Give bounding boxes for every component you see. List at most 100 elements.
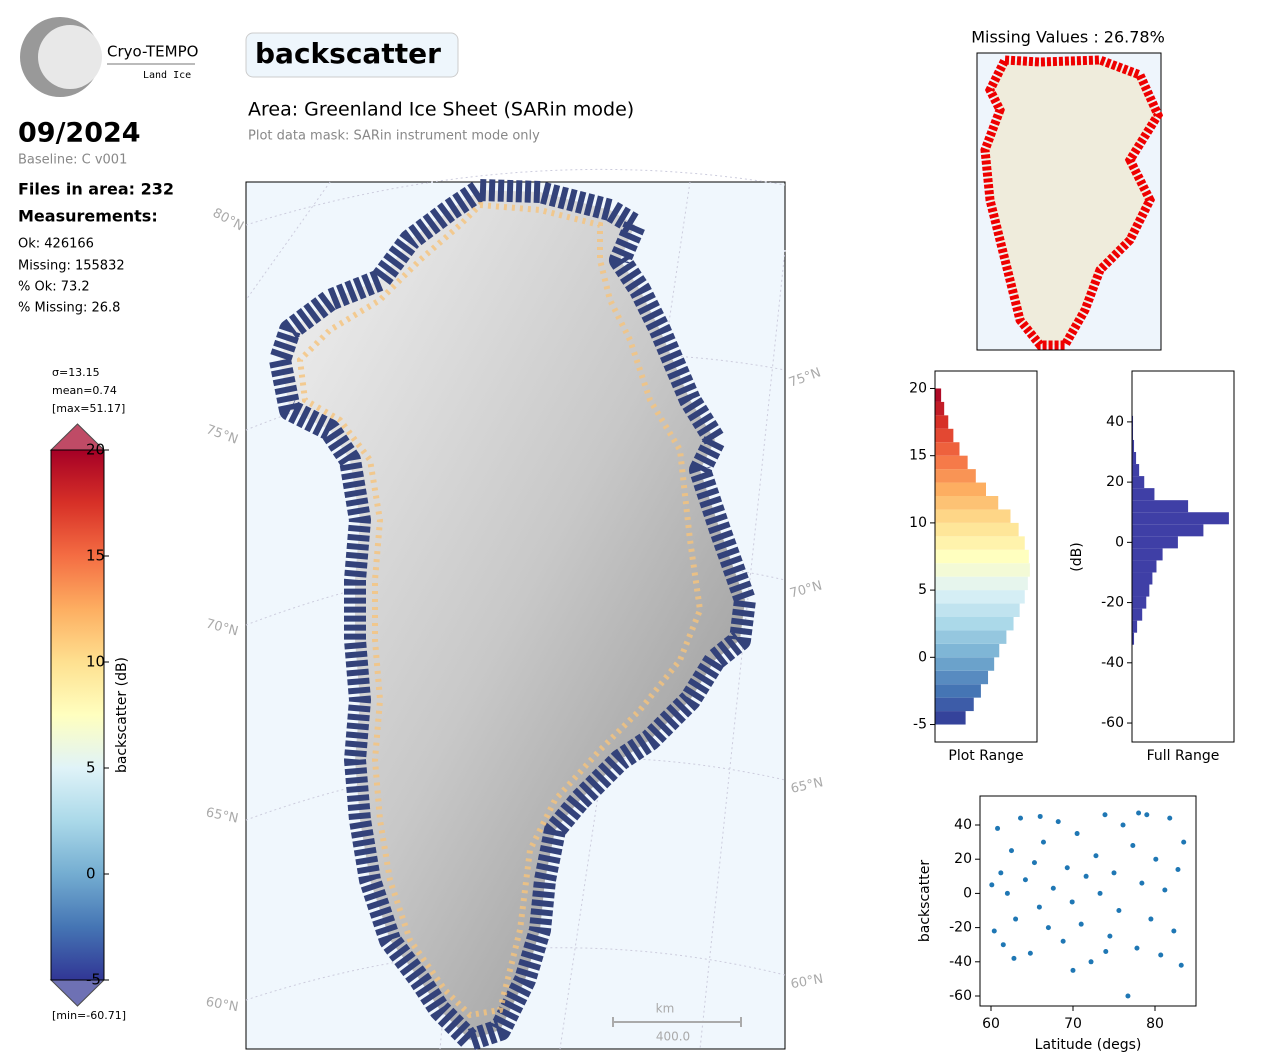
point <box>1008 848 1014 854</box>
hist-bar <box>1132 560 1157 573</box>
hist-bar <box>1132 524 1204 537</box>
hist-bar <box>935 455 968 470</box>
point <box>991 928 997 934</box>
point <box>1111 870 1117 876</box>
y-label: backscatter <box>917 860 933 942</box>
files: Files in area: 232 <box>18 180 174 199</box>
point <box>1130 843 1136 849</box>
hist-bar <box>1132 452 1137 465</box>
y-tick-label: 20 <box>954 851 972 867</box>
hist-bar <box>935 536 1025 550</box>
hist-bar <box>935 670 989 685</box>
point <box>1036 904 1042 910</box>
y-tick-label: 0 <box>1115 534 1124 550</box>
hist-bar <box>935 603 1020 617</box>
baseline: Baseline: C v001 <box>18 153 127 168</box>
point <box>1060 938 1066 944</box>
point <box>1018 815 1024 821</box>
x-tick-label: 70 <box>1064 1016 1082 1032</box>
lat-label: 60°N <box>790 972 825 992</box>
hist-bar <box>1132 500 1189 513</box>
lat-label: 60°N <box>205 995 240 1015</box>
x-tick-label: 80 <box>1146 1016 1164 1032</box>
y-tick-label: 40 <box>954 817 972 833</box>
lat-label: 70°N <box>204 617 240 640</box>
hist-bar <box>935 563 1030 577</box>
colorbar-min: [min=-60.71] <box>52 1009 126 1022</box>
hist-bar <box>935 496 999 510</box>
y-tick-label: 10 <box>909 515 927 531</box>
hist-bar <box>1132 596 1147 609</box>
hist-bar <box>1132 476 1145 489</box>
point <box>1093 853 1099 859</box>
y-tick-label: -20 <box>949 920 972 936</box>
hist-bar <box>935 522 1019 537</box>
y-tick-label: 0 <box>918 649 927 665</box>
info-line: Ok: 426166 <box>18 237 94 252</box>
point <box>1120 822 1126 828</box>
y-tick-label: 20 <box>86 441 105 459</box>
point <box>1103 949 1109 955</box>
logo-subtitle: Land Ice <box>143 70 191 81</box>
point <box>1069 899 1075 905</box>
point <box>1027 950 1033 956</box>
hist-bar <box>935 388 942 402</box>
y-tick-label: -5 <box>86 971 101 989</box>
point <box>1064 865 1070 871</box>
scale-length: 400.0 <box>656 1030 690 1044</box>
point <box>1031 860 1037 866</box>
point <box>1158 952 1164 958</box>
info-line: % Ok: 73.2 <box>18 280 90 295</box>
point <box>1171 928 1177 934</box>
logo-title: Cryo-TEMPO <box>107 43 198 61</box>
point <box>1134 945 1140 951</box>
point <box>1000 942 1006 948</box>
point <box>995 825 1001 831</box>
colorbar-frame <box>50 449 105 981</box>
y-label: (dB) <box>1069 542 1085 571</box>
greenland <box>269 179 756 1051</box>
y-tick-label: -20 <box>1101 595 1124 611</box>
point <box>1022 877 1028 883</box>
y-tick-label: 15 <box>86 547 105 565</box>
y-tick-label: 0 <box>963 885 972 901</box>
point <box>1004 890 1010 896</box>
hist-bar <box>1132 536 1178 549</box>
hist-bar <box>1132 548 1163 561</box>
axes-frame <box>1131 370 1235 743</box>
hist-bar <box>935 657 995 671</box>
logo <box>38 25 102 89</box>
axes-frame <box>934 370 1038 743</box>
hist-bar <box>1132 427 1134 440</box>
point <box>1178 962 1184 968</box>
colorbar-stat: [max=51.17] <box>52 402 125 415</box>
colorbar-stat: σ=13.15 <box>52 366 100 379</box>
hist-bar <box>1132 632 1135 645</box>
y-tick-label: -60 <box>1101 715 1124 731</box>
point <box>1050 885 1056 891</box>
hist-bar <box>1132 415 1134 428</box>
greenland-edge <box>296 201 704 1019</box>
hist-bar <box>935 428 954 443</box>
hist-bar <box>1132 620 1138 633</box>
x-tick-label: 60 <box>982 1016 1000 1032</box>
lat-label: 65°N <box>789 775 824 796</box>
missing-title: Missing Values : 26.78% <box>971 28 1165 47</box>
point <box>1037 813 1043 819</box>
point <box>1055 819 1061 825</box>
point <box>1045 925 1051 931</box>
hist-bar <box>1132 439 1135 453</box>
y-tick-label: 5 <box>918 582 927 598</box>
point <box>1116 907 1122 913</box>
y-tick-label: -5 <box>913 717 927 733</box>
info-line: Missing: 155832 <box>18 259 125 274</box>
hist-bar <box>935 684 981 698</box>
lat-label: 75°N <box>787 365 823 390</box>
y-tick-label: 15 <box>909 448 927 464</box>
y-tick-label: -60 <box>949 988 972 1004</box>
hist-bar <box>935 401 945 416</box>
y-tick-label: 10 <box>86 653 105 671</box>
title-box <box>245 32 459 78</box>
point <box>1070 967 1076 973</box>
colorbar <box>51 450 104 980</box>
